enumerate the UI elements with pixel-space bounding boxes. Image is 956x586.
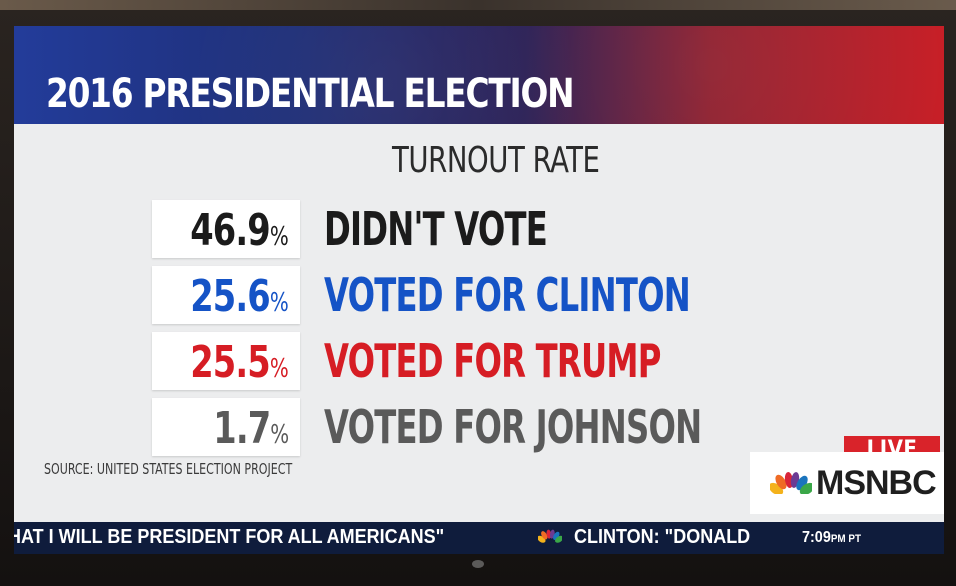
tv-brand-mark — [472, 560, 484, 568]
ticker-text-right: CLINTON: "DONALD — [574, 526, 751, 548]
ticker-time: 7:09PM PT — [802, 529, 862, 546]
value-box: 25.5% — [152, 332, 300, 390]
network-logo: MSNBC — [750, 452, 944, 514]
row-label: VOTED FOR CLINTON — [324, 268, 691, 322]
tv-screen: 2016 PRESIDENTIAL ELECTION TURNOUT RATE … — [14, 26, 944, 554]
value-text: 25.6% — [190, 271, 289, 322]
value-box: 1.7% — [152, 398, 300, 456]
graphic-subtitle: TURNOUT RATE — [392, 140, 600, 181]
network-name: MSNBC — [816, 464, 937, 502]
news-ticker: HAT I WILL BE PRESIDENT FOR ALL AMERICAN… — [14, 522, 944, 554]
source-credit: SOURCE: UNITED STATES ELECTION PROJECT — [44, 460, 293, 478]
value-box: 46.9% — [152, 200, 300, 258]
value-text: 46.9% — [190, 205, 289, 256]
page-title: 2016 PRESIDENTIAL ELECTION — [46, 71, 575, 117]
header-banner: 2016 PRESIDENTIAL ELECTION — [14, 26, 944, 124]
wall-background — [0, 0, 956, 10]
value-text: 25.5% — [190, 337, 289, 388]
peacock-icon — [770, 472, 812, 498]
ticker-text-left: HAT I WILL BE PRESIDENT FOR ALL AMERICAN… — [14, 526, 445, 548]
ticker-peacock-icon — [538, 529, 562, 543]
value-text: 1.7% — [212, 403, 289, 454]
row-label: VOTED FOR JOHNSON — [324, 400, 702, 454]
row-label: VOTED FOR TRUMP — [324, 334, 661, 388]
row-label: DIDN'T VOTE — [324, 202, 548, 256]
value-box: 25.6% — [152, 266, 300, 324]
